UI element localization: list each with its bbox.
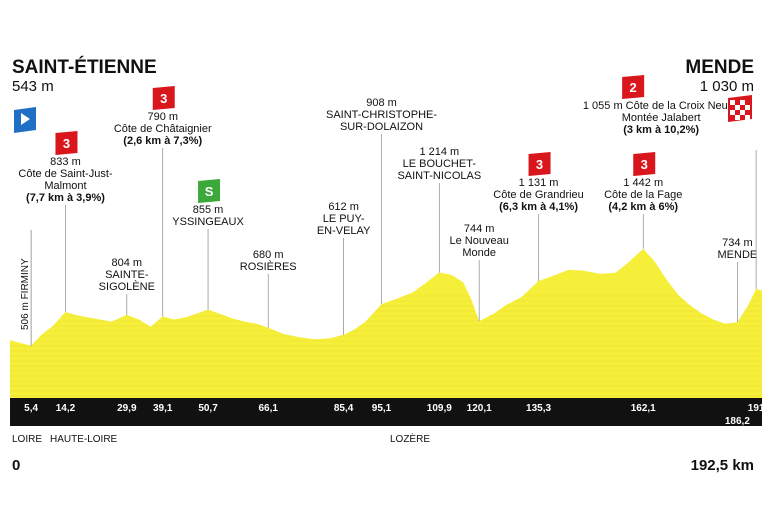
waypoint-label: (2,6 km à 7,3%) (123, 135, 202, 147)
finish-check (735, 105, 740, 110)
waypoint-label: 1 131 m (519, 177, 559, 189)
climb-category-label: 2 (630, 80, 637, 95)
region-lozere: LOZÈRE (389, 434, 430, 445)
start-arrow-icon (21, 113, 30, 125)
finish-altitude: 1 030 m (699, 78, 754, 95)
km-label: 191 (748, 403, 765, 414)
climb-category-icon (152, 86, 175, 110)
waypoint-label: EN-VELAY (317, 225, 371, 237)
climb-category-label: 3 (63, 136, 70, 151)
km-label: 120,1 (467, 403, 492, 414)
waypoint-label: (4,2 km à 6%) (608, 201, 678, 213)
waypoint-label: (3 km à 10,2%) (623, 124, 699, 136)
waypoint-label: SAINT-CHRISTOPHE- (326, 109, 437, 121)
waypoint-label: 1 214 m (419, 146, 459, 158)
waypoint-label: Côte de Grandrieu (493, 189, 584, 201)
waypoint-label: 908 m (366, 97, 397, 109)
climb-category-label: 3 (536, 157, 543, 172)
climb-category-icon (55, 131, 78, 155)
start-city: SAINT-ÉTIENNE (12, 57, 157, 78)
km-band (10, 398, 762, 416)
waypoint-label: (6,3 km à 4,1%) (499, 201, 578, 213)
km-label: 85,4 (334, 403, 354, 414)
climb-category-icon (528, 152, 551, 176)
region-haute-loire: HAUTE-LOIRE (50, 434, 118, 445)
finish-check (740, 110, 745, 115)
finish-city: MENDE (685, 57, 754, 78)
waypoint-label: 612 m (328, 201, 359, 213)
km-label: 162,1 (631, 403, 656, 414)
waypoint-label: 506 m FIRMINY (20, 258, 31, 330)
waypoint-label: Montée Jalabert (622, 112, 701, 124)
waypoint-label: 833 m (50, 156, 81, 168)
waypoint-label: Côte de Saint-Just- (18, 168, 112, 180)
waypoint-label: LE PUY- (323, 213, 365, 225)
km-band-row2 (10, 416, 762, 426)
km-label: 5,4 (24, 403, 38, 414)
waypoint-label: 744 m (464, 223, 495, 235)
waypoint-label: Malmont (44, 180, 86, 192)
waypoint-label: Côte de la Fage (604, 189, 682, 201)
climb-category-label: 3 (641, 157, 648, 172)
waypoint-label: 1 055 m Côte de la Croix Neuve (583, 100, 740, 112)
climb-category-icon (622, 75, 645, 99)
km-label: 29,9 (117, 403, 137, 414)
km-label: 186,2 (725, 416, 750, 427)
waypoint-label: 790 m (147, 111, 178, 123)
waypoint-label: MENDE (718, 249, 758, 261)
waypoint-label: SIGOLÈNE (99, 280, 155, 293)
waypoint-label: SAINT-NICOLAS (397, 170, 481, 182)
waypoint-label: 734 m (722, 237, 753, 249)
waypoint-label: (7,7 km à 3,9%) (26, 192, 105, 204)
km-label: 39,1 (153, 403, 173, 414)
waypoint-label: 1 442 m (623, 177, 663, 189)
km-label: 109,9 (427, 403, 452, 414)
waypoint-label: SUR-DOLAIZON (340, 121, 423, 133)
km-label: 66,1 (258, 403, 278, 414)
waypoint-label: ROSIÈRES (240, 260, 297, 273)
waypoint-label: 855 m (193, 204, 224, 216)
distance-start: 0 (12, 457, 21, 474)
finish-check (740, 100, 745, 105)
km-label: 50,7 (198, 403, 218, 414)
finish-check (745, 105, 750, 110)
waypoint-label: 804 m (112, 257, 143, 269)
climb-category-icon (633, 152, 656, 176)
waypoint-label: Monde (462, 247, 496, 259)
finish-check (730, 110, 735, 115)
waypoint-label: LE BOUCHET- (403, 158, 477, 170)
km-label: 14,2 (56, 403, 76, 414)
waypoint-label: SAINTE- (105, 269, 149, 281)
waypoint-label: Le Nouveau (450, 235, 509, 247)
finish-check (735, 115, 740, 120)
waypoint-label: Côte de Châtaignier (114, 123, 212, 135)
region-loire: LOIRE (12, 434, 43, 445)
waypoint-label: YSSINGEAUX (172, 216, 244, 228)
km-label: 135,3 (526, 403, 551, 414)
start-altitude: 543 m (12, 78, 54, 95)
finish-check (745, 115, 750, 120)
finish-check (730, 100, 735, 105)
sprint-icon (198, 179, 221, 203)
waypoint-label: 680 m (253, 249, 284, 261)
climb-category-label: 3 (160, 91, 167, 106)
sprint-label: S (205, 184, 214, 199)
km-label: 95,1 (372, 403, 392, 414)
distance-total: 192,5 km (690, 457, 754, 474)
